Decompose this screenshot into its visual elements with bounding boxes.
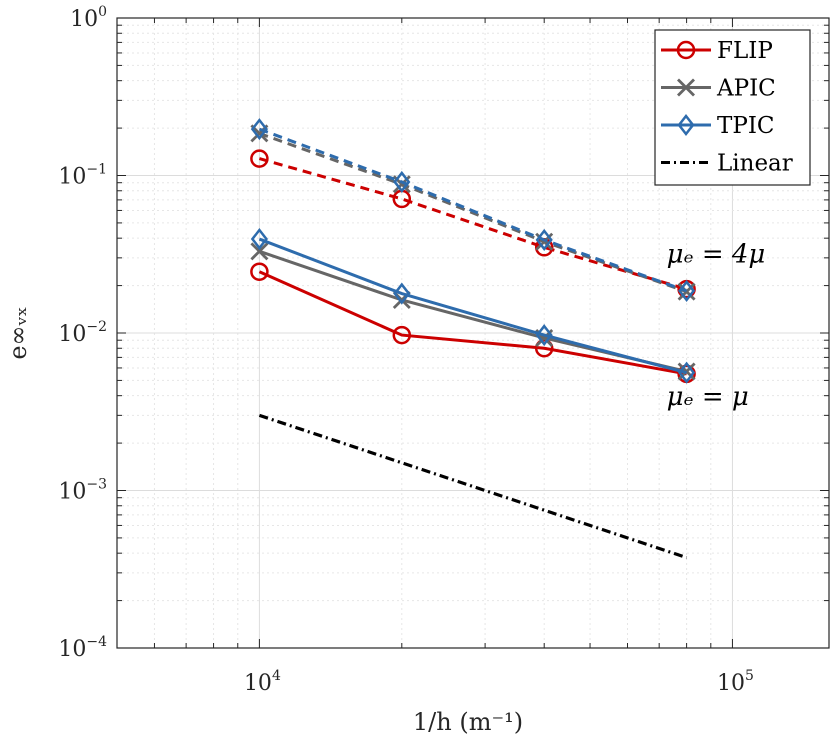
- data-point: [535, 228, 553, 251]
- x-axis-label: 1/h (m⁻¹): [413, 708, 523, 736]
- legend-label: TPIC: [717, 113, 775, 139]
- series-tpic-mu: [250, 227, 696, 384]
- data-point: [393, 282, 411, 305]
- series-group: [250, 118, 696, 560]
- legend-marker: [676, 40, 696, 60]
- axes: [116, 17, 830, 649]
- data-point: [250, 262, 269, 281]
- x-marker-stroke: [677, 78, 695, 97]
- data-point: [393, 170, 411, 193]
- legend-label: APIC: [716, 76, 776, 102]
- annotations: μₑ = 4μ μₑ = μ: [667, 240, 766, 412]
- legend-marker: [677, 113, 695, 137]
- y-tick-label: 10−2: [58, 319, 107, 347]
- axis-labels: 104 105 100 10−1 10−2 10−3 10−4 1/h (m⁻¹) e∞ᵥₓ: [4, 4, 754, 736]
- data-point: [534, 339, 554, 358]
- annotation: μₑ = 4μ: [667, 240, 766, 270]
- data-point: [250, 118, 268, 141]
- data-point: [392, 325, 412, 345]
- data-point: [250, 242, 269, 261]
- legend-item-tpic: TPIC: [661, 113, 775, 139]
- x-tick-label: 104: [244, 668, 281, 696]
- legend-label: Linear: [717, 151, 793, 177]
- y-tick-label: 10−4: [58, 634, 107, 662]
- x-tick-label: 105: [717, 668, 754, 696]
- series-line: [258, 127, 688, 293]
- x-marker-stroke: [250, 242, 269, 261]
- y-tick-label: 100: [70, 4, 107, 32]
- series-tpic-mu4: [250, 118, 696, 302]
- legend-item-apic: APIC: [661, 76, 776, 102]
- legend-marker: [677, 78, 695, 97]
- series-linear-ref: [258, 413, 688, 560]
- legend: FLIP APIC TPIC Linear: [654, 29, 811, 186]
- series-line: [258, 413, 688, 560]
- y-axis-label: e∞ᵥₓ: [4, 306, 32, 359]
- y-tick-label: 10−3: [58, 477, 107, 505]
- data-point: [250, 227, 268, 251]
- legend-item-linear: Linear: [661, 151, 793, 177]
- legend-item-flip: FLIP: [661, 38, 773, 64]
- annotation: μₑ = μ: [667, 382, 749, 412]
- x-marker-stroke: [677, 282, 696, 301]
- data-point: [678, 361, 696, 384]
- series-line: [258, 270, 687, 376]
- data-point: [678, 279, 696, 302]
- data-point: [535, 324, 553, 347]
- y-tick-label: 10−1: [58, 162, 107, 190]
- series-line: [258, 237, 687, 375]
- data-point: [677, 282, 696, 301]
- legend-label: FLIP: [717, 38, 773, 64]
- data-point: [250, 149, 269, 168]
